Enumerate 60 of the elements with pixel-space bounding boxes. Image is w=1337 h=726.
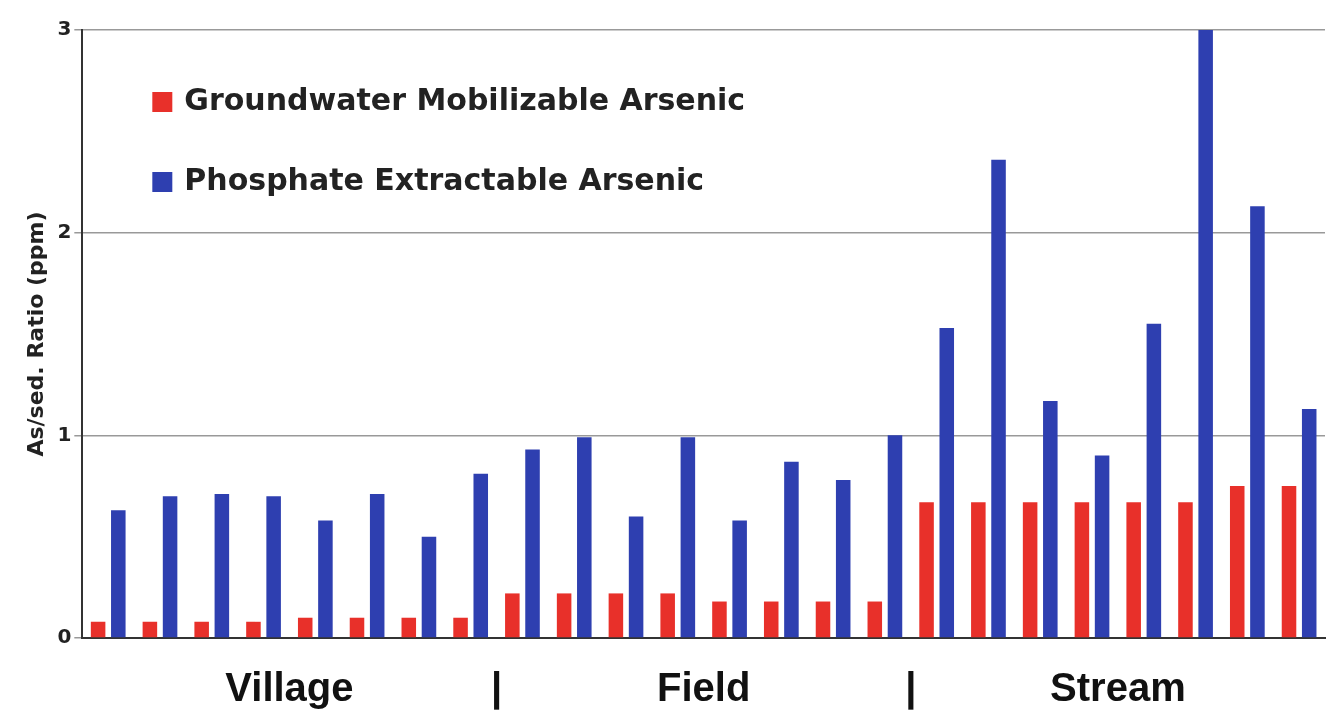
bar (991, 159, 1006, 638)
bar (142, 621, 158, 638)
bar (349, 617, 365, 638)
bar (867, 601, 883, 638)
bar (90, 621, 106, 638)
bar (1301, 408, 1317, 638)
bar (628, 516, 644, 638)
bar (421, 536, 437, 638)
bar (556, 593, 572, 638)
bar (525, 449, 540, 638)
bar (246, 621, 261, 638)
bar (1281, 486, 1297, 638)
bar (919, 502, 934, 638)
bar (815, 601, 831, 638)
bar (1094, 455, 1110, 638)
legend-label: Phosphate Extractable Arsenic (184, 161, 705, 197)
y-axis-title: As/sed. Ratio (ppm) (22, 211, 48, 457)
bar (1074, 502, 1090, 638)
bar (473, 473, 489, 638)
bar (453, 617, 468, 638)
bar (1229, 486, 1245, 638)
bar (266, 496, 281, 638)
bar (1126, 502, 1141, 638)
bar (712, 601, 727, 638)
text: Stream (1050, 665, 1186, 710)
bar (680, 437, 696, 638)
text: Village (225, 665, 354, 710)
bar (297, 617, 313, 638)
bar (214, 494, 230, 638)
bar (887, 435, 903, 638)
bar (401, 617, 417, 638)
y-tick-label: 2 (57, 218, 72, 243)
bar (1178, 502, 1193, 638)
y-tick-label: 0 (57, 624, 72, 649)
bar (660, 593, 675, 638)
bar (162, 496, 178, 638)
bar (835, 479, 851, 638)
bar (1198, 30, 1213, 638)
bar (1043, 400, 1058, 638)
y-tick-label: 3 (57, 16, 72, 41)
y-tick-label: 1 (57, 421, 72, 446)
bar (369, 494, 385, 638)
bar (194, 621, 209, 638)
bar (577, 437, 592, 638)
bar (1022, 502, 1038, 638)
legend-label: Groundwater Mobilizable Arsenic (184, 81, 746, 117)
bar (1250, 206, 1265, 638)
bar (318, 520, 333, 638)
bar (763, 601, 779, 638)
bar (732, 520, 747, 638)
bar (608, 593, 624, 638)
bar (784, 461, 799, 638)
text: Field (656, 665, 751, 710)
text: | (490, 665, 503, 711)
bar (939, 327, 955, 638)
bar (1146, 323, 1162, 638)
bar (111, 510, 126, 638)
bar (971, 502, 986, 638)
bar (505, 593, 520, 638)
text: | (905, 665, 917, 711)
